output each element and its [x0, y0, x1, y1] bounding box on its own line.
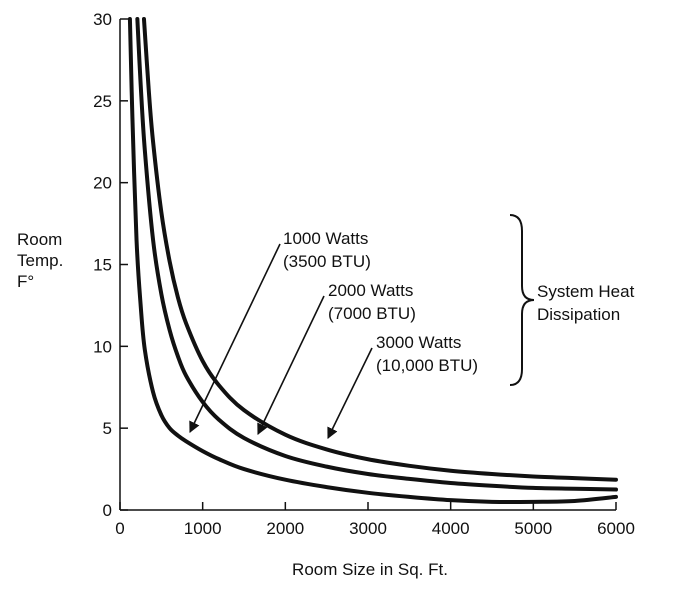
y-tick-label: 0: [103, 501, 112, 520]
pointer-arrow-1000w: [189, 243, 281, 434]
pointer-arrow-3000w: [327, 347, 373, 440]
y-tick-label: 10: [93, 337, 112, 356]
series-label-2000w-line-2: (7000 BTU): [328, 304, 416, 323]
y-tick-label: 5: [103, 419, 112, 438]
series-label-3000w-line-1: 3000 Watts: [376, 333, 461, 352]
series-label-1000w-line-1: 1000 Watts: [283, 229, 368, 248]
x-tick-label: 3000: [349, 519, 387, 538]
y-axis-title-line-3: F°: [17, 272, 34, 291]
y-tick-label: 15: [93, 256, 112, 275]
annotations: [189, 214, 535, 440]
y-tick-label: 30: [93, 10, 112, 29]
x-tick-label: 1000: [184, 519, 222, 538]
series-group: [127, 17, 618, 504]
series-line-3000w: [141, 17, 618, 482]
x-tick-label: 5000: [514, 519, 552, 538]
x-axis-title: Room Size in Sq. Ft.: [292, 560, 448, 579]
y-axis-title-line-2: Temp.: [17, 251, 63, 270]
group-label-line-1: System Heat: [537, 282, 635, 301]
x-tick-label: 4000: [432, 519, 470, 538]
ticks: 0 5 10 15 20 25 30 0 1000 2000 3000 4000 5000 6000: [93, 10, 635, 538]
group-label-line-2: Dissipation: [537, 305, 620, 324]
x-tick-label: 0: [115, 519, 124, 538]
group-brace: [509, 214, 535, 386]
series-line-1000w: [127, 17, 618, 504]
y-tick-label: 20: [93, 174, 112, 193]
x-tick-label: 2000: [266, 519, 304, 538]
x-tick-label: 6000: [597, 519, 635, 538]
y-tick-label: 25: [93, 92, 112, 111]
y-axis-title-line-1: Room: [17, 230, 62, 249]
series-label-1000w-line-2: (3500 BTU): [283, 252, 371, 271]
series-label-2000w-line-1: 2000 Watts: [328, 281, 413, 300]
series-label-3000w-line-2: (10,000 BTU): [376, 356, 478, 375]
series-line-2000w: [135, 17, 618, 492]
pointer-arrow-2000w: [257, 295, 325, 436]
